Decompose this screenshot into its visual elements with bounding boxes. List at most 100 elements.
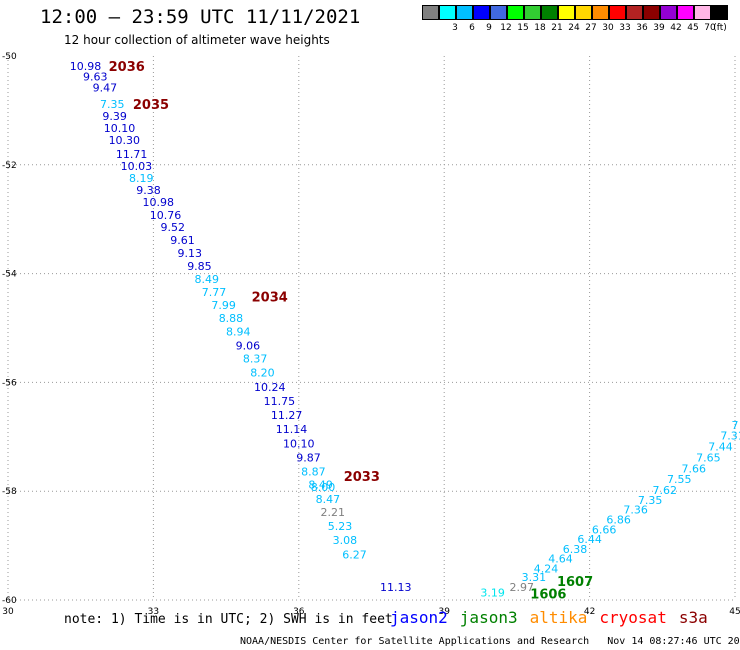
wave-height-label: 9.87 bbox=[296, 451, 321, 464]
color-swatch bbox=[694, 5, 711, 20]
color-swatch bbox=[524, 5, 541, 20]
color-swatch bbox=[711, 5, 728, 20]
satellite-s3a: s3a bbox=[678, 608, 708, 627]
wave-height-label: 9.06 bbox=[236, 339, 261, 352]
wave-height-label: 3.31 bbox=[522, 571, 547, 584]
wave-height-label: 6.44 bbox=[577, 533, 602, 546]
wave-height-label: 8.94 bbox=[226, 325, 251, 338]
color-swatch bbox=[643, 5, 660, 20]
wave-height-label: 9.61 bbox=[170, 234, 195, 247]
wave-height-label: 4.64 bbox=[548, 553, 573, 566]
color-swatch bbox=[456, 5, 473, 20]
axes bbox=[7, 56, 736, 601]
color-scale-label: 45 bbox=[687, 23, 699, 33]
wave-height-label: 7.77 bbox=[202, 286, 227, 299]
wave-height-label: 8.19 bbox=[129, 172, 154, 185]
color-swatch bbox=[473, 5, 490, 20]
satellite-jason3: jason3 bbox=[459, 608, 518, 627]
y-tick-label: -56 bbox=[2, 378, 17, 388]
color-scale-label: 9 bbox=[486, 23, 492, 33]
color-swatch bbox=[422, 5, 439, 20]
data-labels: 10.989.639.477.359.3910.1010.3011.7110.0… bbox=[70, 60, 740, 600]
wave-height-label: 10.03 bbox=[121, 160, 153, 173]
color-scale-label: 15 bbox=[517, 23, 529, 33]
x-tick-label: 36 bbox=[293, 607, 305, 617]
wave-height-label: 7 bbox=[732, 419, 739, 432]
pass-time-label: 2035 bbox=[133, 98, 169, 113]
color-scale-label: 42 bbox=[670, 23, 682, 33]
wave-height-label: 7.55 bbox=[667, 473, 692, 486]
wave-height-label: 9.63 bbox=[83, 71, 108, 84]
wave-height-label: 7.62 bbox=[652, 484, 677, 497]
wave-height-label: 6.38 bbox=[563, 543, 588, 556]
wave-height-label: 7.35 bbox=[638, 494, 663, 507]
wave-height-label: 6.27 bbox=[342, 548, 367, 561]
wave-height-label: 8.88 bbox=[219, 312, 244, 325]
wave-height-label: 9.13 bbox=[178, 247, 203, 260]
footer-note: note: 1) Time is in UTC; 2) SWH is in fe… bbox=[64, 612, 393, 627]
y-tick-label: -58 bbox=[2, 487, 17, 497]
wave-height-label: 8.20 bbox=[250, 367, 275, 380]
wave-height-label: 6.86 bbox=[606, 513, 631, 526]
wave-height-label: 7.35 bbox=[100, 98, 125, 111]
wave-height-label: 8.49 bbox=[308, 479, 333, 492]
y-tick-label: -54 bbox=[2, 270, 17, 280]
satellite-altika: altika bbox=[529, 608, 588, 627]
satellite-jason2: jason2 bbox=[390, 608, 448, 627]
x-tick-label: 39 bbox=[438, 607, 450, 617]
color-swatch bbox=[541, 5, 558, 20]
wave-height-label: 8.49 bbox=[194, 273, 219, 286]
tick-labels: 30 33 36 39 42 45 -50 -52 -54 -56 -58 -60 bbox=[2, 52, 740, 617]
y-tick-label: -52 bbox=[2, 161, 17, 171]
wave-height-label: 10.98 bbox=[70, 60, 102, 73]
wave-height-label: 6.66 bbox=[592, 523, 617, 536]
color-swatch bbox=[558, 5, 575, 20]
wave-height-label: 7.44 bbox=[708, 441, 733, 454]
wave-height-label: 8.37 bbox=[243, 352, 268, 365]
wave-height-label: 2.21 bbox=[320, 506, 345, 519]
wave-height-label: 9.38 bbox=[136, 184, 161, 197]
pass-time-label: 2033 bbox=[344, 470, 380, 485]
pass-time-label: 2036 bbox=[109, 60, 145, 75]
wave-height-label: 5.23 bbox=[328, 520, 353, 533]
pass-time-label: 1606 bbox=[530, 587, 566, 602]
color-scale-label: 3 bbox=[452, 23, 458, 33]
color-scale-label: 39 bbox=[653, 23, 665, 33]
color-swatch bbox=[575, 5, 592, 20]
wave-height-label: 8.00 bbox=[311, 481, 336, 494]
satellite-legend: jason2 jason3 altika cryosat s3a bbox=[390, 608, 720, 627]
color-scale-label: 36 bbox=[636, 23, 648, 33]
color-scale-label: 18 bbox=[534, 23, 546, 33]
chart-subtitle: 12 hour collection of altimeter wave hei… bbox=[64, 33, 330, 47]
wave-height-label: 2.97 bbox=[509, 581, 534, 594]
x-tick-label: 42 bbox=[584, 607, 595, 617]
wave-height-label: 7.36 bbox=[623, 504, 648, 517]
color-swatch bbox=[507, 5, 524, 20]
grid-lines bbox=[8, 56, 735, 600]
chart-title: 12:00 – 23:59 UTC 11/11/2021 bbox=[40, 6, 361, 28]
wave-height-label: 11.13 bbox=[380, 581, 412, 594]
wave-height-label: 10.76 bbox=[150, 209, 182, 222]
pass-time-label: 2034 bbox=[252, 290, 288, 305]
wave-height-label: 9.52 bbox=[161, 221, 186, 234]
y-tick-label: -60 bbox=[2, 596, 17, 606]
y-tick-label: -50 bbox=[2, 52, 17, 62]
wave-height-label: 11.71 bbox=[116, 148, 148, 161]
x-tick-label: 30 bbox=[2, 607, 14, 617]
color-scale-label: 70 bbox=[704, 23, 716, 33]
wave-height-label: 10.10 bbox=[283, 437, 315, 450]
satellite-cryosat: cryosat bbox=[599, 608, 667, 627]
pass-time-label: 1607 bbox=[557, 575, 593, 590]
wave-height-label: 8.47 bbox=[316, 493, 341, 506]
color-scale-label: 6 bbox=[469, 23, 475, 33]
x-tick-label: 45 bbox=[729, 607, 740, 617]
color-scale-label: 24 bbox=[568, 23, 580, 33]
x-tick-label: 33 bbox=[148, 607, 159, 617]
wave-height-label: 7.99 bbox=[211, 299, 236, 312]
color-scale-label: 12 bbox=[500, 23, 512, 33]
color-swatch bbox=[609, 5, 626, 20]
wave-height-label: 3.19 bbox=[480, 586, 505, 599]
wave-height-label: 7.66 bbox=[682, 462, 707, 475]
